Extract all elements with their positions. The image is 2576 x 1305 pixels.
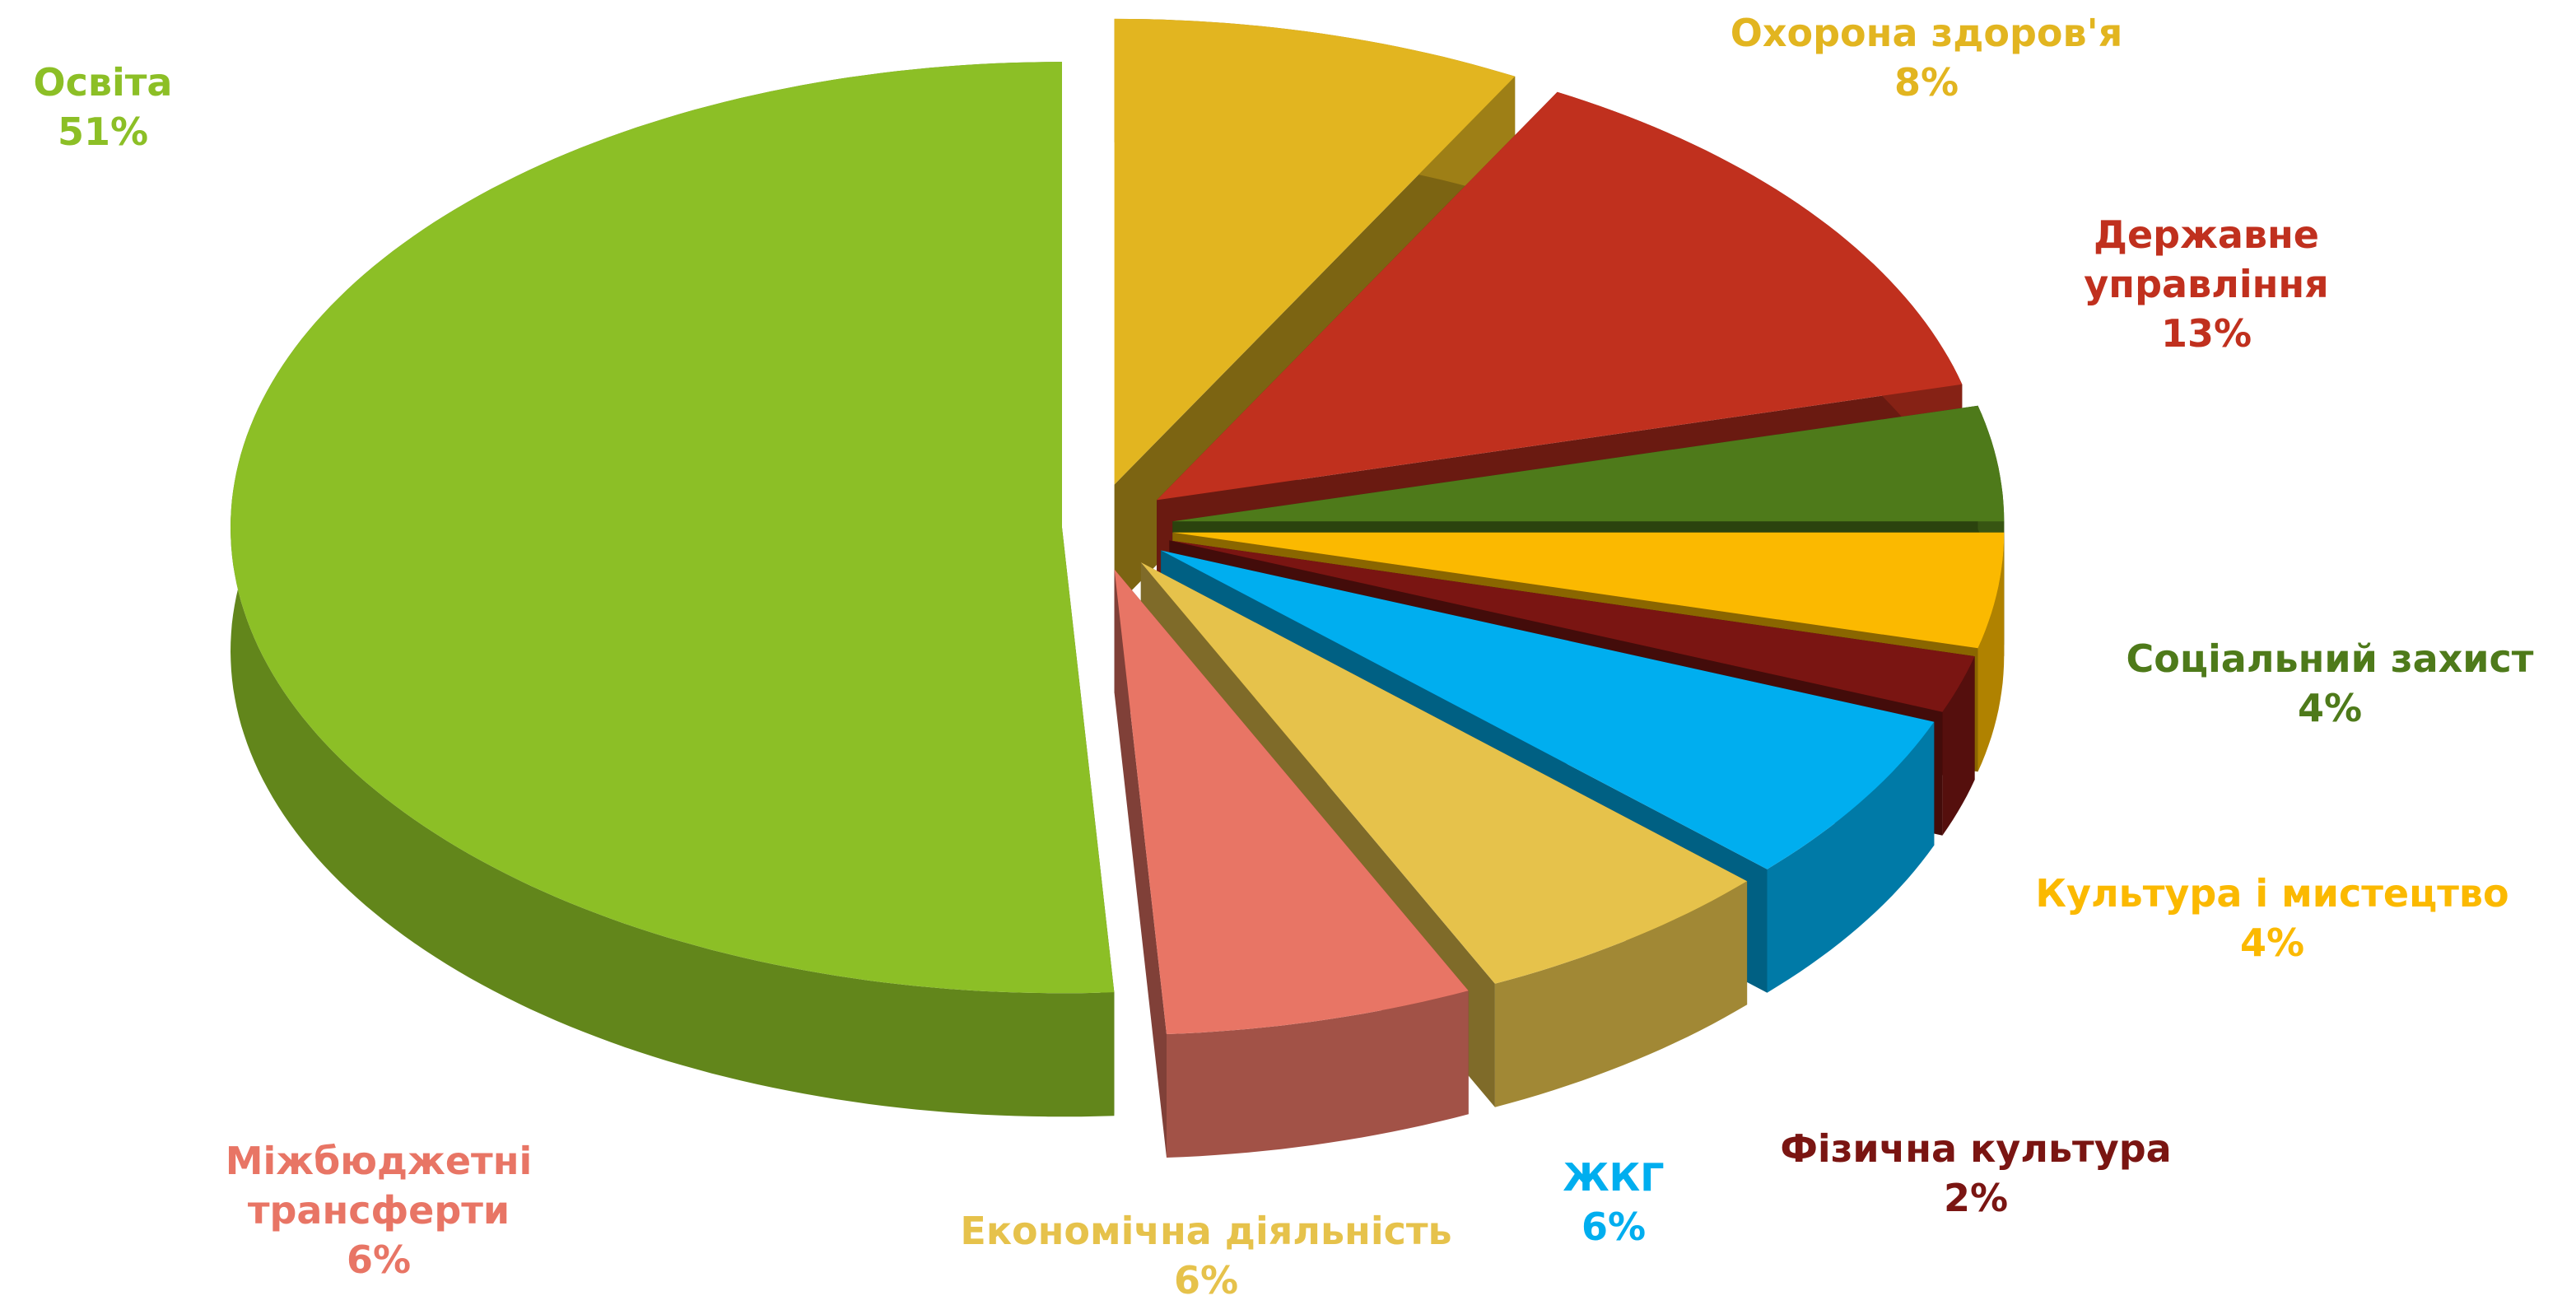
- data-label: Соціальний захист 4%: [2042, 634, 2576, 733]
- data-label: Охорона здоров'я 8%: [1638, 8, 2215, 107]
- label-name: Міжбюджетні трансферти: [225, 1139, 533, 1233]
- slice-wall: [1167, 990, 1469, 1158]
- slice: [1157, 91, 1963, 501]
- slice: [1161, 550, 1935, 869]
- data-label: Економічна діяльність 6%: [897, 1206, 1515, 1305]
- label-name: Охорона здоров'я: [1730, 11, 2123, 55]
- label-name: Соціальний захист: [2126, 636, 2534, 681]
- slice-wall: [1942, 656, 1975, 836]
- label-value: 8%: [1894, 60, 1959, 105]
- slice: [1140, 562, 1748, 984]
- slice: [231, 62, 1115, 994]
- slice: [1172, 532, 2005, 649]
- slice-wall: [1494, 881, 1748, 1107]
- slice: [1114, 18, 1516, 485]
- data-label: Освіта 51%: [0, 58, 268, 156]
- label-value: 6%: [346, 1237, 412, 1282]
- data-label: Фізична культура 2%: [1688, 1124, 2264, 1223]
- data-label: Культура і мистецтво 4%: [1984, 869, 2560, 967]
- label-name: Фізична культура: [1780, 1126, 2172, 1171]
- slice: [1114, 569, 1469, 1034]
- label-name: Економічна діяльність: [960, 1209, 1452, 1253]
- slice-group: [231, 62, 1115, 1117]
- label-name: ЖКГ: [1563, 1155, 1665, 1200]
- data-label: Державне управління 13%: [2033, 210, 2379, 358]
- label-value: 4%: [2297, 686, 2363, 730]
- label-value: 6%: [1581, 1205, 1647, 1249]
- slice-group: [1114, 569, 1469, 1158]
- label-value: 4%: [2239, 920, 2305, 965]
- label-value: 51%: [57, 110, 149, 154]
- label-value: 13%: [2160, 311, 2252, 356]
- label-name: Освіта: [33, 60, 173, 105]
- data-label: ЖКГ 6%: [1490, 1153, 1737, 1251]
- slice: [1172, 405, 2005, 522]
- slice-side: [1114, 569, 1167, 1158]
- slice-wall: [1977, 532, 2005, 772]
- label-name: Культура і мистецтво: [2035, 871, 2509, 916]
- label-value: 2%: [1943, 1176, 2009, 1220]
- label-name: Державне управління: [2084, 212, 2329, 306]
- slice-wall: [1767, 721, 1935, 993]
- label-value: 6%: [1173, 1258, 1239, 1303]
- slice: [1169, 540, 1975, 712]
- data-label: Міжбюджетні трансферти 6%: [198, 1136, 560, 1284]
